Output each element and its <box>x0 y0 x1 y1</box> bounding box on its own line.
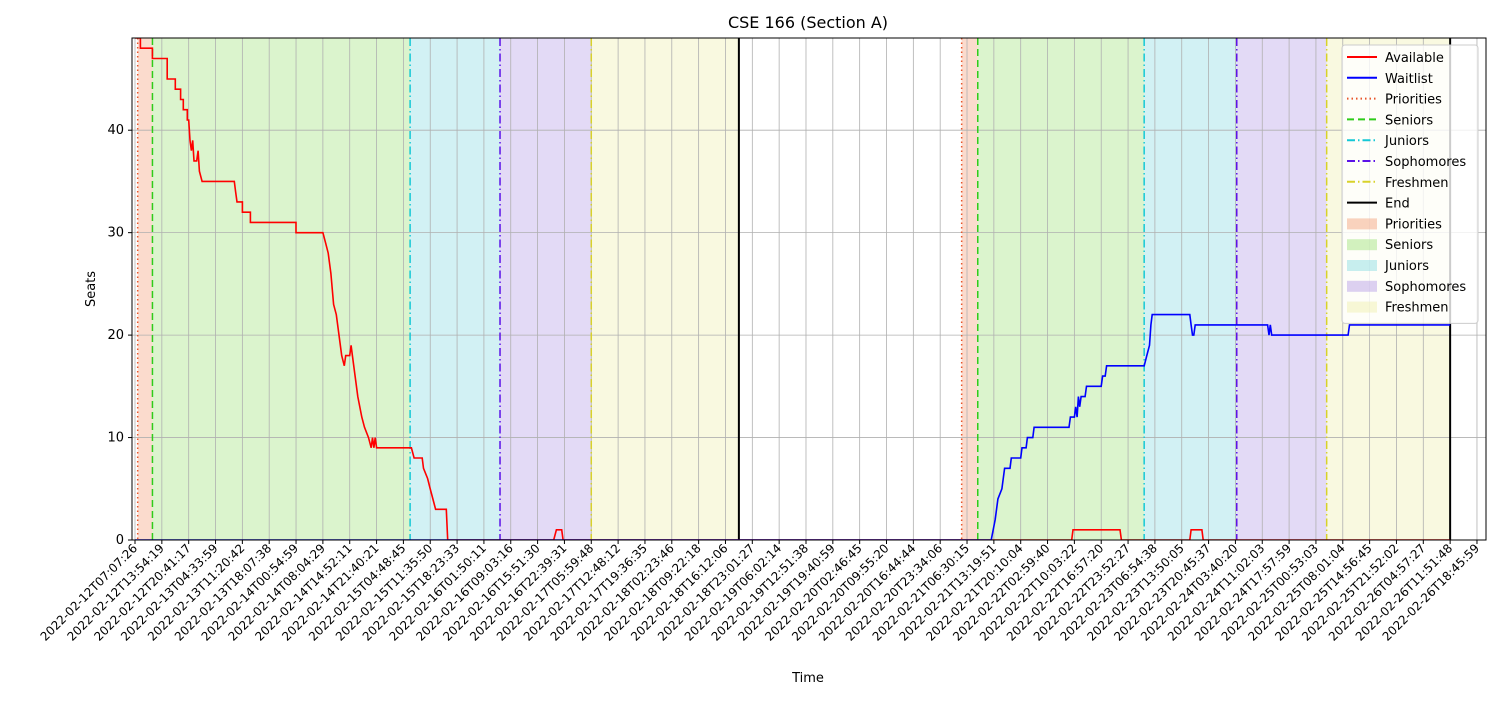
phase-span-seniors <box>977 38 1145 540</box>
legend-label: Freshmen <box>1385 176 1449 191</box>
phase-span-juniors <box>410 38 501 540</box>
axes-frame <box>131 37 1487 541</box>
chart-title: CSE 166 (Section A) <box>728 13 888 32</box>
legend-label: Juniors <box>1384 259 1429 274</box>
phase-span-juniors <box>1144 38 1237 540</box>
legend-label: End <box>1385 197 1410 212</box>
legend-box <box>1341 44 1479 324</box>
series-line-waitlist <box>135 313 1451 540</box>
phase-span-priorities <box>961 38 978 540</box>
legend-label: Juniors <box>1384 134 1429 149</box>
y-tick-label: 30 <box>107 226 124 241</box>
legend-label: Seniors <box>1385 113 1433 128</box>
legend-swatch-patch <box>1347 218 1377 230</box>
legend-swatch-patch <box>1347 280 1377 292</box>
phase-span-priorities <box>137 38 153 540</box>
phase-span-seniors <box>152 38 411 540</box>
y-tick-label: 20 <box>107 328 124 343</box>
legend-label: Freshmen <box>1385 301 1449 316</box>
x-axis-label: Time <box>791 671 824 686</box>
legend-swatch-patch <box>1347 239 1377 251</box>
y-tick-label: 40 <box>107 123 124 138</box>
legend-label: Sophomores <box>1385 155 1466 170</box>
legend-swatch-patch <box>1347 260 1377 271</box>
y-tick-label: 0 <box>116 533 124 548</box>
y-tick-label: 10 <box>107 431 124 446</box>
legend-label: Seniors <box>1385 238 1433 253</box>
series-line-available <box>135 38 1451 540</box>
plot-area: 0102030402022-02-12T07:07:262022-02-12T1… <box>38 37 1487 644</box>
legend-label: Priorities <box>1385 93 1442 108</box>
phase-span-sophomores <box>500 38 592 540</box>
phase-span-freshmen <box>591 38 739 540</box>
legend-label: Priorities <box>1385 217 1442 232</box>
phase-span-sophomores <box>1236 38 1327 540</box>
legend-label: Sophomores <box>1385 280 1466 295</box>
series-group <box>135 38 1451 540</box>
legend: Available Waitlist Priorities Seniors Junior… <box>1341 44 1479 324</box>
legend-label: Available <box>1385 51 1444 66</box>
legend-swatch-patch <box>1347 301 1377 313</box>
y-axis-label: Seats <box>84 271 99 307</box>
legend-label: Waitlist <box>1385 72 1433 87</box>
